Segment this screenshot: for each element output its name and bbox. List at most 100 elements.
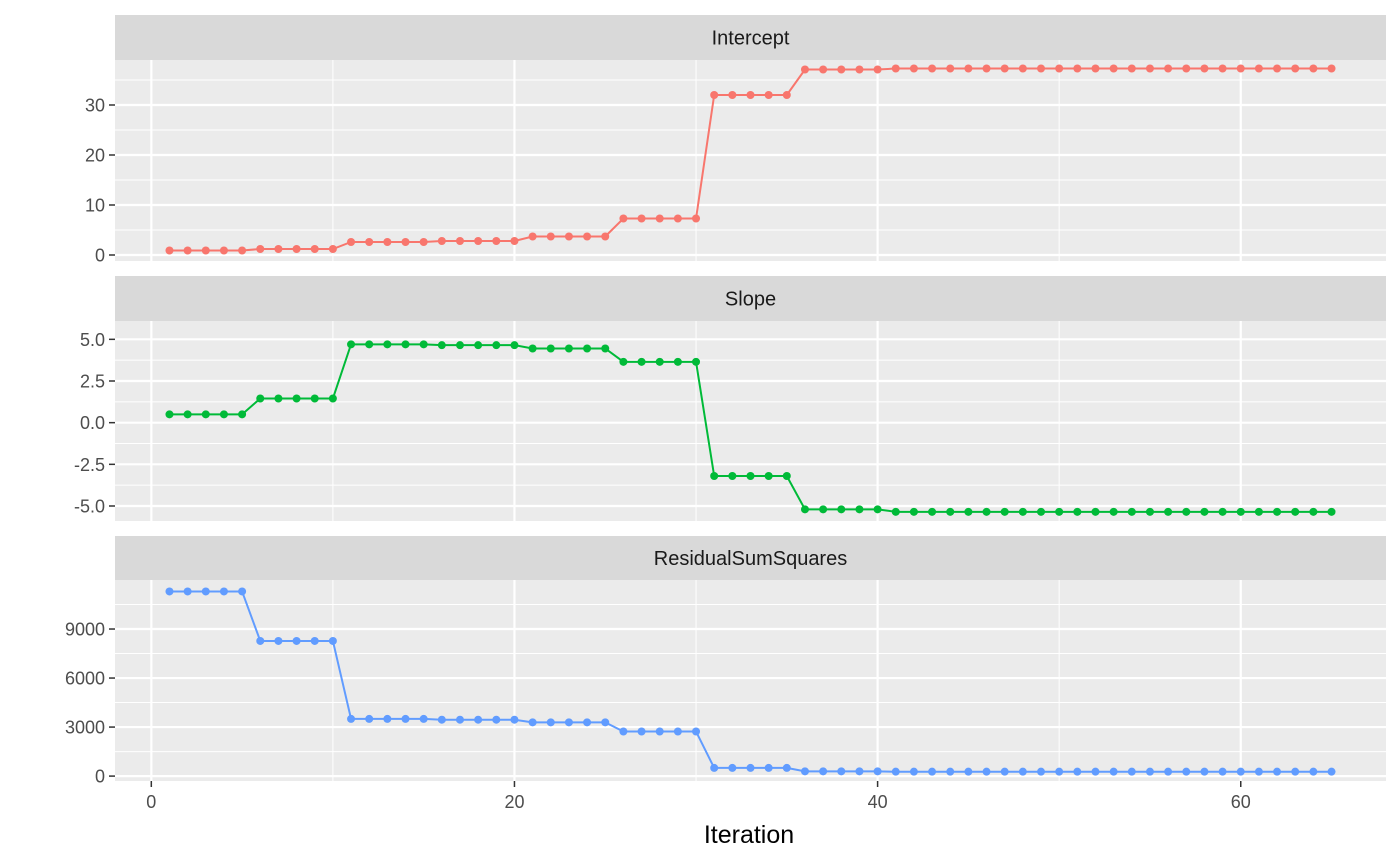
data-point [1109, 64, 1118, 73]
facet-title: Slope [725, 289, 776, 311]
data-point [964, 64, 973, 73]
data-point [855, 505, 864, 514]
data-point [546, 344, 555, 353]
data-point [219, 587, 228, 596]
data-point [946, 507, 955, 516]
data-point [1073, 767, 1082, 776]
data-point [692, 214, 701, 223]
data-point [1073, 64, 1082, 73]
data-point [1309, 64, 1318, 73]
data-point [310, 636, 319, 645]
data-point [328, 245, 337, 253]
data-point [564, 232, 573, 241]
data-point [238, 410, 247, 419]
data-point [982, 64, 991, 73]
data-point [492, 341, 501, 350]
data-point [274, 245, 283, 253]
data-point [310, 394, 319, 403]
data-point [1182, 507, 1191, 516]
data-point [692, 727, 701, 736]
data-point [964, 767, 973, 776]
data-point [1091, 64, 1100, 73]
data-point [764, 91, 773, 99]
data-point [764, 763, 773, 772]
y-tick-label: 3000 [65, 718, 105, 738]
data-point [1037, 507, 1046, 516]
panel-background [115, 60, 1386, 261]
data-point [837, 65, 846, 74]
facet-intercept: Intercept 0 10 20 30 [85, 15, 1386, 266]
data-point [455, 341, 464, 350]
data-point [528, 344, 537, 353]
data-point [728, 91, 737, 99]
data-point [601, 718, 610, 727]
data-point [510, 237, 519, 245]
data-point [1000, 64, 1009, 73]
data-point [855, 767, 864, 776]
data-point [256, 394, 265, 403]
data-point [1236, 64, 1245, 73]
data-point [800, 65, 809, 74]
data-point [782, 472, 791, 480]
data-point [1200, 767, 1209, 776]
facet-title: Intercept [712, 28, 790, 50]
data-point [1109, 507, 1118, 516]
data-point [1164, 507, 1173, 516]
data-point [819, 767, 828, 776]
data-point [728, 763, 737, 772]
data-point [546, 718, 555, 727]
data-point [1145, 507, 1154, 516]
data-point [1164, 64, 1173, 73]
data-point [637, 357, 646, 366]
data-point [1273, 64, 1282, 73]
data-point [1145, 767, 1154, 776]
data-point [1254, 767, 1263, 776]
y-tick-label: 0 [95, 767, 105, 787]
data-point [201, 246, 210, 255]
data-point [601, 344, 610, 353]
data-point [1236, 767, 1245, 776]
data-point [1055, 767, 1064, 776]
data-point [855, 65, 864, 74]
data-point [510, 715, 519, 724]
data-point [583, 344, 592, 353]
data-point [1182, 64, 1191, 73]
y-tick-label: 0 [95, 246, 105, 266]
data-point [673, 357, 682, 366]
data-point [492, 237, 501, 245]
data-point [909, 64, 918, 73]
data-point [1037, 64, 1046, 73]
data-point [437, 237, 446, 245]
data-point [982, 507, 991, 516]
data-point [837, 767, 846, 776]
data-point [982, 767, 991, 776]
data-point [964, 507, 973, 516]
data-point [1327, 64, 1336, 73]
data-point [1073, 507, 1082, 516]
data-point [1164, 767, 1173, 776]
data-point [819, 65, 828, 74]
data-point [401, 238, 410, 246]
data-point [1109, 767, 1118, 776]
data-point [583, 718, 592, 727]
facet-strip [115, 536, 1386, 580]
data-point [710, 91, 719, 99]
data-point [746, 91, 755, 99]
data-point [619, 727, 628, 736]
data-point [1091, 767, 1100, 776]
y-tick-label: 6000 [65, 669, 105, 689]
data-point [419, 238, 428, 246]
data-point [238, 587, 247, 596]
data-point [1218, 64, 1227, 73]
data-point [1291, 507, 1300, 516]
data-point [1018, 64, 1027, 73]
data-point [383, 238, 392, 246]
data-point [1000, 767, 1009, 776]
data-point [546, 232, 555, 241]
panel-background [115, 321, 1386, 521]
data-point [256, 636, 265, 645]
data-point [165, 246, 174, 255]
data-point [673, 214, 682, 223]
y-tick-label: 30 [85, 96, 105, 116]
data-point [292, 394, 301, 403]
